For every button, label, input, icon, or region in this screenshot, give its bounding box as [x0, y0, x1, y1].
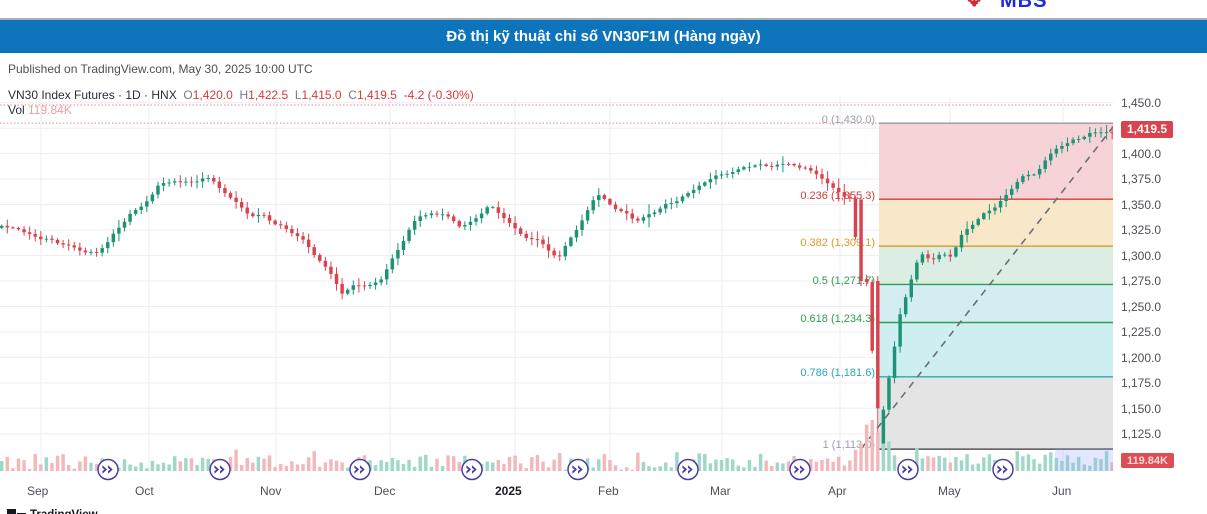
svg-text:TradingView: TradingView	[30, 509, 98, 514]
